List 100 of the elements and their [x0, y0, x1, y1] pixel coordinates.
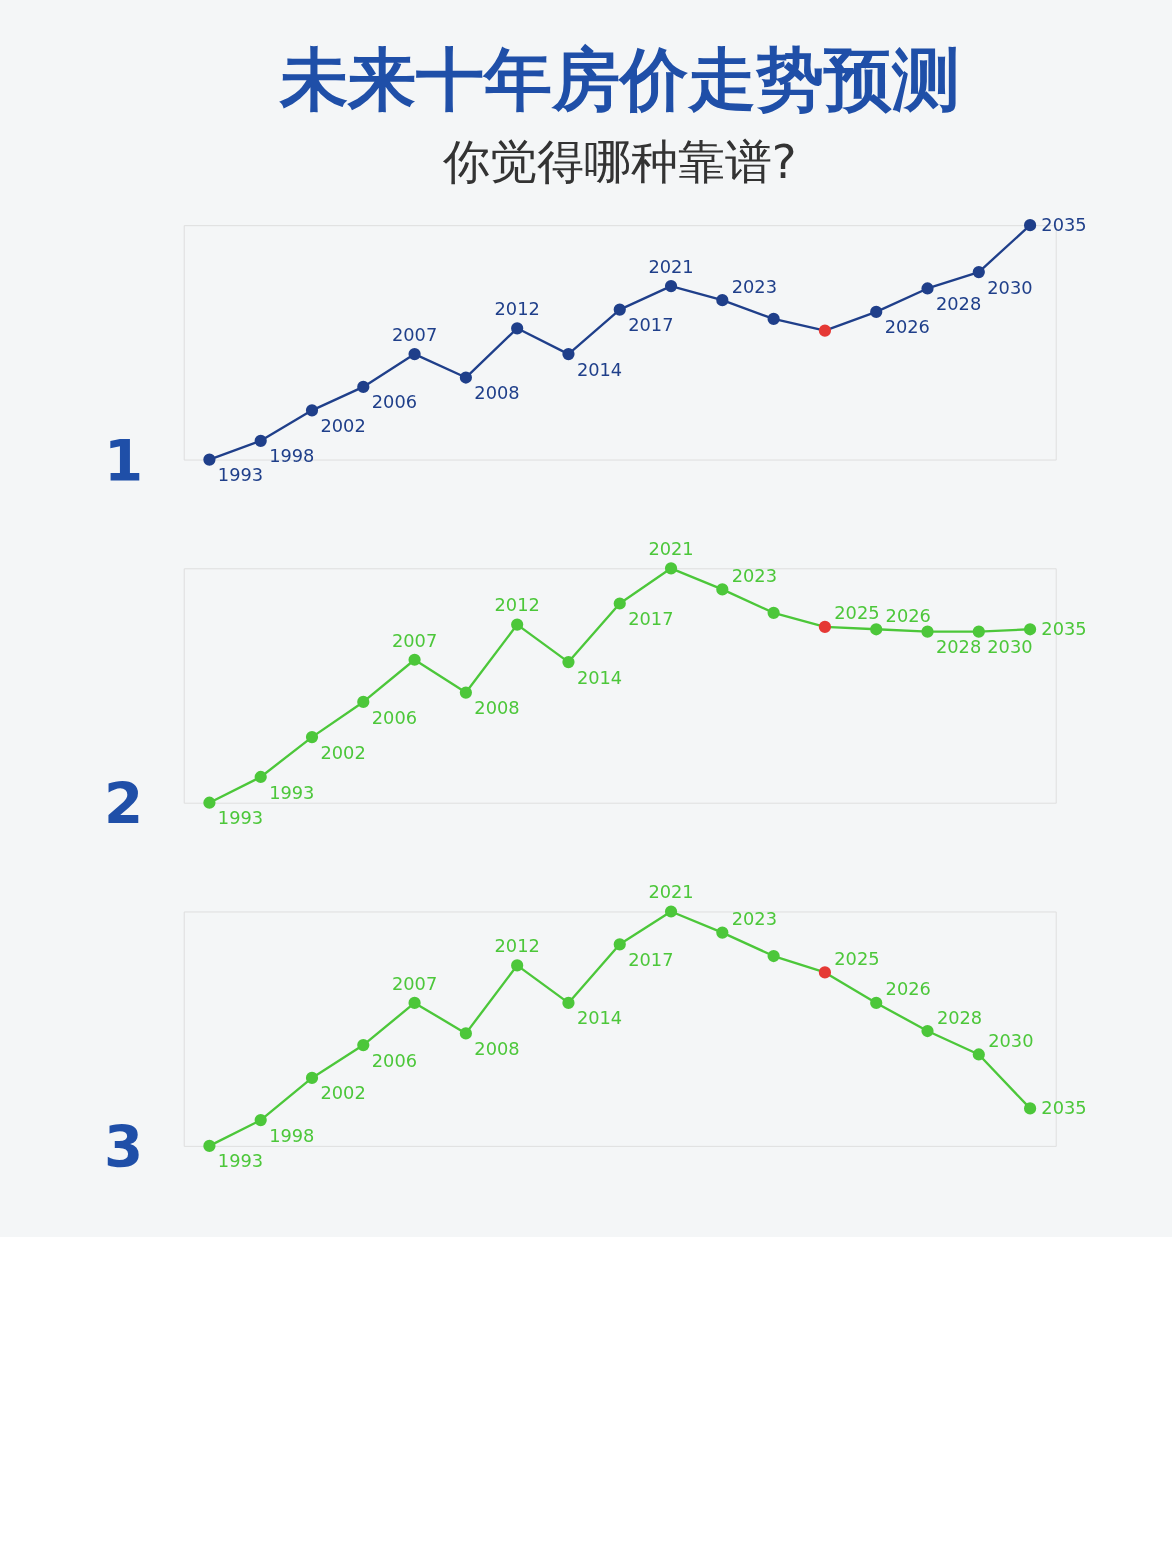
text: 1993 — [217, 807, 264, 829]
point — [921, 625, 934, 638]
point — [459, 371, 472, 384]
point — [716, 583, 729, 596]
chart-title: 未来十年房价走势预测 — [278, 40, 960, 120]
text: 2021 — [648, 538, 694, 560]
point — [767, 949, 780, 963]
point — [459, 686, 472, 699]
annotation: 2012 — [494, 594, 540, 616]
point — [613, 597, 626, 610]
point — [613, 303, 626, 316]
point — [511, 618, 524, 631]
point — [562, 656, 575, 669]
point — [921, 282, 934, 295]
annotation: 2026 — [885, 978, 931, 1000]
point — [1023, 1102, 1037, 1115]
annotation: 1998 — [269, 445, 315, 467]
point — [1023, 219, 1037, 232]
point — [254, 1114, 267, 1127]
annotation: 2008 — [474, 1037, 520, 1059]
point — [408, 653, 421, 666]
point — [1023, 623, 1037, 636]
annotation: 2017 — [628, 314, 674, 336]
point — [767, 606, 780, 619]
point — [203, 1139, 216, 1152]
point — [767, 312, 780, 326]
annotation: 2012 — [494, 935, 540, 957]
point — [357, 380, 370, 394]
chart-subtitle: 你觉得哪种靠谱? — [441, 134, 797, 190]
annotation: 2026 — [885, 604, 931, 626]
point — [664, 905, 678, 918]
annotation: 2023 — [731, 275, 778, 297]
annotation: 2014 — [576, 358, 623, 380]
annotation: 2008 — [474, 697, 520, 719]
point — [613, 938, 626, 951]
point — [870, 623, 883, 636]
annotation: 2012 — [494, 298, 540, 320]
point — [562, 996, 575, 1010]
point — [305, 404, 319, 417]
annotation: 2023 — [731, 564, 778, 586]
point — [511, 322, 524, 335]
annotation: 2014 — [576, 666, 623, 688]
point — [562, 348, 575, 361]
point — [203, 453, 216, 466]
point — [716, 926, 729, 939]
annotation: 2028 — [936, 1006, 983, 1028]
annotation: 2028 — [935, 636, 982, 658]
annotation: 2006 — [371, 391, 418, 413]
annotation: 2023 — [731, 908, 778, 930]
annotation: 1998 — [269, 1124, 315, 1146]
point — [972, 265, 985, 279]
point — [203, 796, 216, 809]
point — [254, 434, 267, 447]
annotation: 2006 — [371, 1049, 418, 1071]
point — [818, 966, 832, 979]
point — [972, 625, 985, 638]
annotation: 2035 — [1041, 1097, 1087, 1119]
annotation: 2021 — [648, 255, 694, 277]
annotation: 2007 — [391, 323, 438, 345]
point — [408, 348, 421, 361]
point — [357, 1039, 370, 1052]
text: 1 — [104, 429, 144, 495]
annotation: 2017 — [628, 948, 674, 970]
point — [664, 280, 678, 293]
annotation: 2025 — [834, 602, 880, 624]
annotation: 2014 — [576, 1007, 623, 1029]
point — [818, 324, 832, 337]
point — [511, 959, 524, 972]
annotation: 2030 — [987, 276, 1033, 298]
point — [408, 996, 421, 1010]
annotation: 2007 — [391, 629, 438, 651]
point — [972, 1048, 985, 1061]
annotation: 2008 — [474, 382, 520, 404]
text: 2021 — [648, 881, 694, 903]
annotation: 2026 — [884, 316, 930, 338]
text: 1993 — [217, 464, 264, 486]
point — [664, 562, 678, 575]
point — [305, 1071, 319, 1085]
annotation: 2030 — [988, 1029, 1034, 1051]
point — [921, 1024, 934, 1038]
annotation: 2035 — [1041, 617, 1087, 639]
point — [305, 731, 319, 744]
point — [870, 996, 883, 1010]
annotation: 2002 — [320, 741, 366, 763]
point — [459, 1027, 472, 1040]
annotation: 2006 — [371, 706, 418, 728]
point — [870, 305, 883, 318]
annotation: 2002 — [320, 1082, 366, 1104]
text: 1993 — [217, 1150, 264, 1172]
annotation: 2002 — [320, 414, 366, 436]
annotation: 2030 — [987, 636, 1033, 658]
text: 3 — [104, 1115, 144, 1181]
annotation: 2017 — [628, 608, 674, 630]
text: 2 — [104, 772, 144, 838]
point — [716, 294, 729, 307]
annotation: 1993 — [269, 781, 315, 803]
annotation: 2035 — [1041, 213, 1087, 235]
point — [818, 620, 832, 634]
annotation: 2007 — [391, 972, 438, 994]
annotation: 2025 — [834, 947, 880, 969]
